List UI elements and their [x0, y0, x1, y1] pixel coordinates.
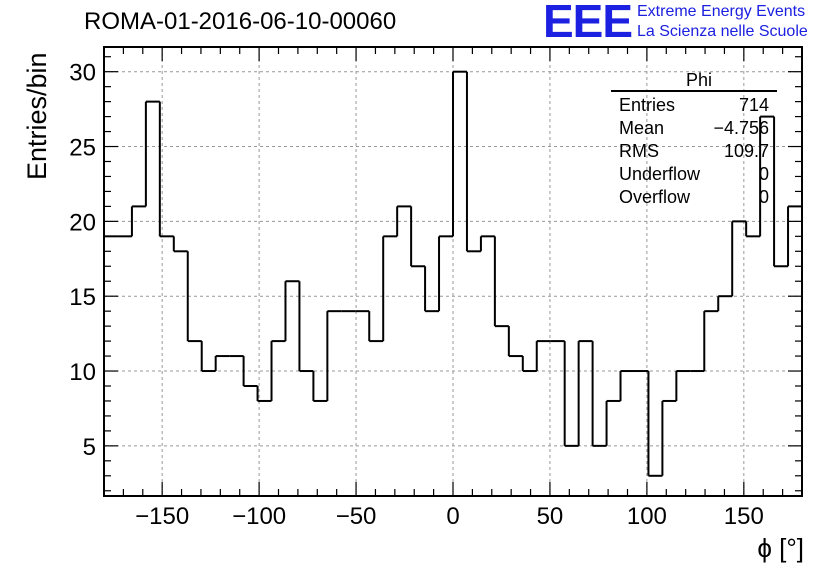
histogram-bins	[104, 70, 802, 477]
logo-caption-line1: Extreme Energy Events	[637, 3, 806, 20]
stats-label: Entries	[619, 95, 676, 115]
chart-title: ROMA-01-2016-06-10-00060	[84, 8, 397, 35]
y-tick-label: 15	[69, 284, 96, 311]
stats-value: 714	[738, 95, 769, 115]
x-tick-label: −50	[336, 503, 377, 530]
stats-row-mean: Mean −4.756	[611, 117, 777, 140]
stats-value: 109.7	[723, 141, 769, 161]
y-tick-label: 10	[69, 359, 96, 386]
stats-value: −4.756	[713, 118, 769, 138]
plot-frame	[103, 46, 803, 497]
y-tick-label: 30	[69, 60, 96, 87]
y-axis-label: Entries/bin	[22, 52, 52, 180]
stats-row-entries: Entries 714	[611, 94, 777, 117]
x-tick-label: 100	[627, 503, 667, 530]
stats-box: Phi Entries 714 Mean −4.756 RMS 109.7 Under…	[611, 70, 777, 209]
y-tick-label: 25	[69, 135, 96, 162]
y-tick-label: 20	[69, 209, 96, 236]
tick-labels: −150 −100 −50 0 50 100 150 5 10 15 20 25 30	[69, 60, 764, 530]
x-axis-label: ϕ [°]	[757, 533, 804, 563]
stats-row-underflow: Underflow 0	[611, 163, 777, 186]
stats-row-rms: RMS 109.7	[611, 140, 777, 163]
x-tick-label: 0	[446, 503, 459, 530]
stats-label: Mean	[619, 118, 665, 138]
x-tick-label: −150	[135, 503, 189, 530]
eee-logo: EEE	[543, 0, 633, 47]
stats-value: 0	[758, 187, 769, 207]
stats-label: Underflow	[619, 164, 701, 184]
stats-label: Overflow	[619, 187, 691, 207]
x-tick-label: 50	[537, 503, 564, 530]
stats-label: RMS	[619, 141, 659, 161]
y-tick-label: 5	[83, 434, 96, 461]
x-tick-label: 150	[724, 503, 764, 530]
stats-box-title: Phi	[685, 70, 712, 90]
stats-row-overflow: Overflow 0	[611, 186, 777, 209]
logo-caption-line2: La Scienza nelle Scuole	[637, 23, 808, 40]
stats-value: 0	[758, 164, 769, 184]
x-tick-label: −100	[232, 503, 286, 530]
stats-box-rule	[611, 90, 777, 92]
